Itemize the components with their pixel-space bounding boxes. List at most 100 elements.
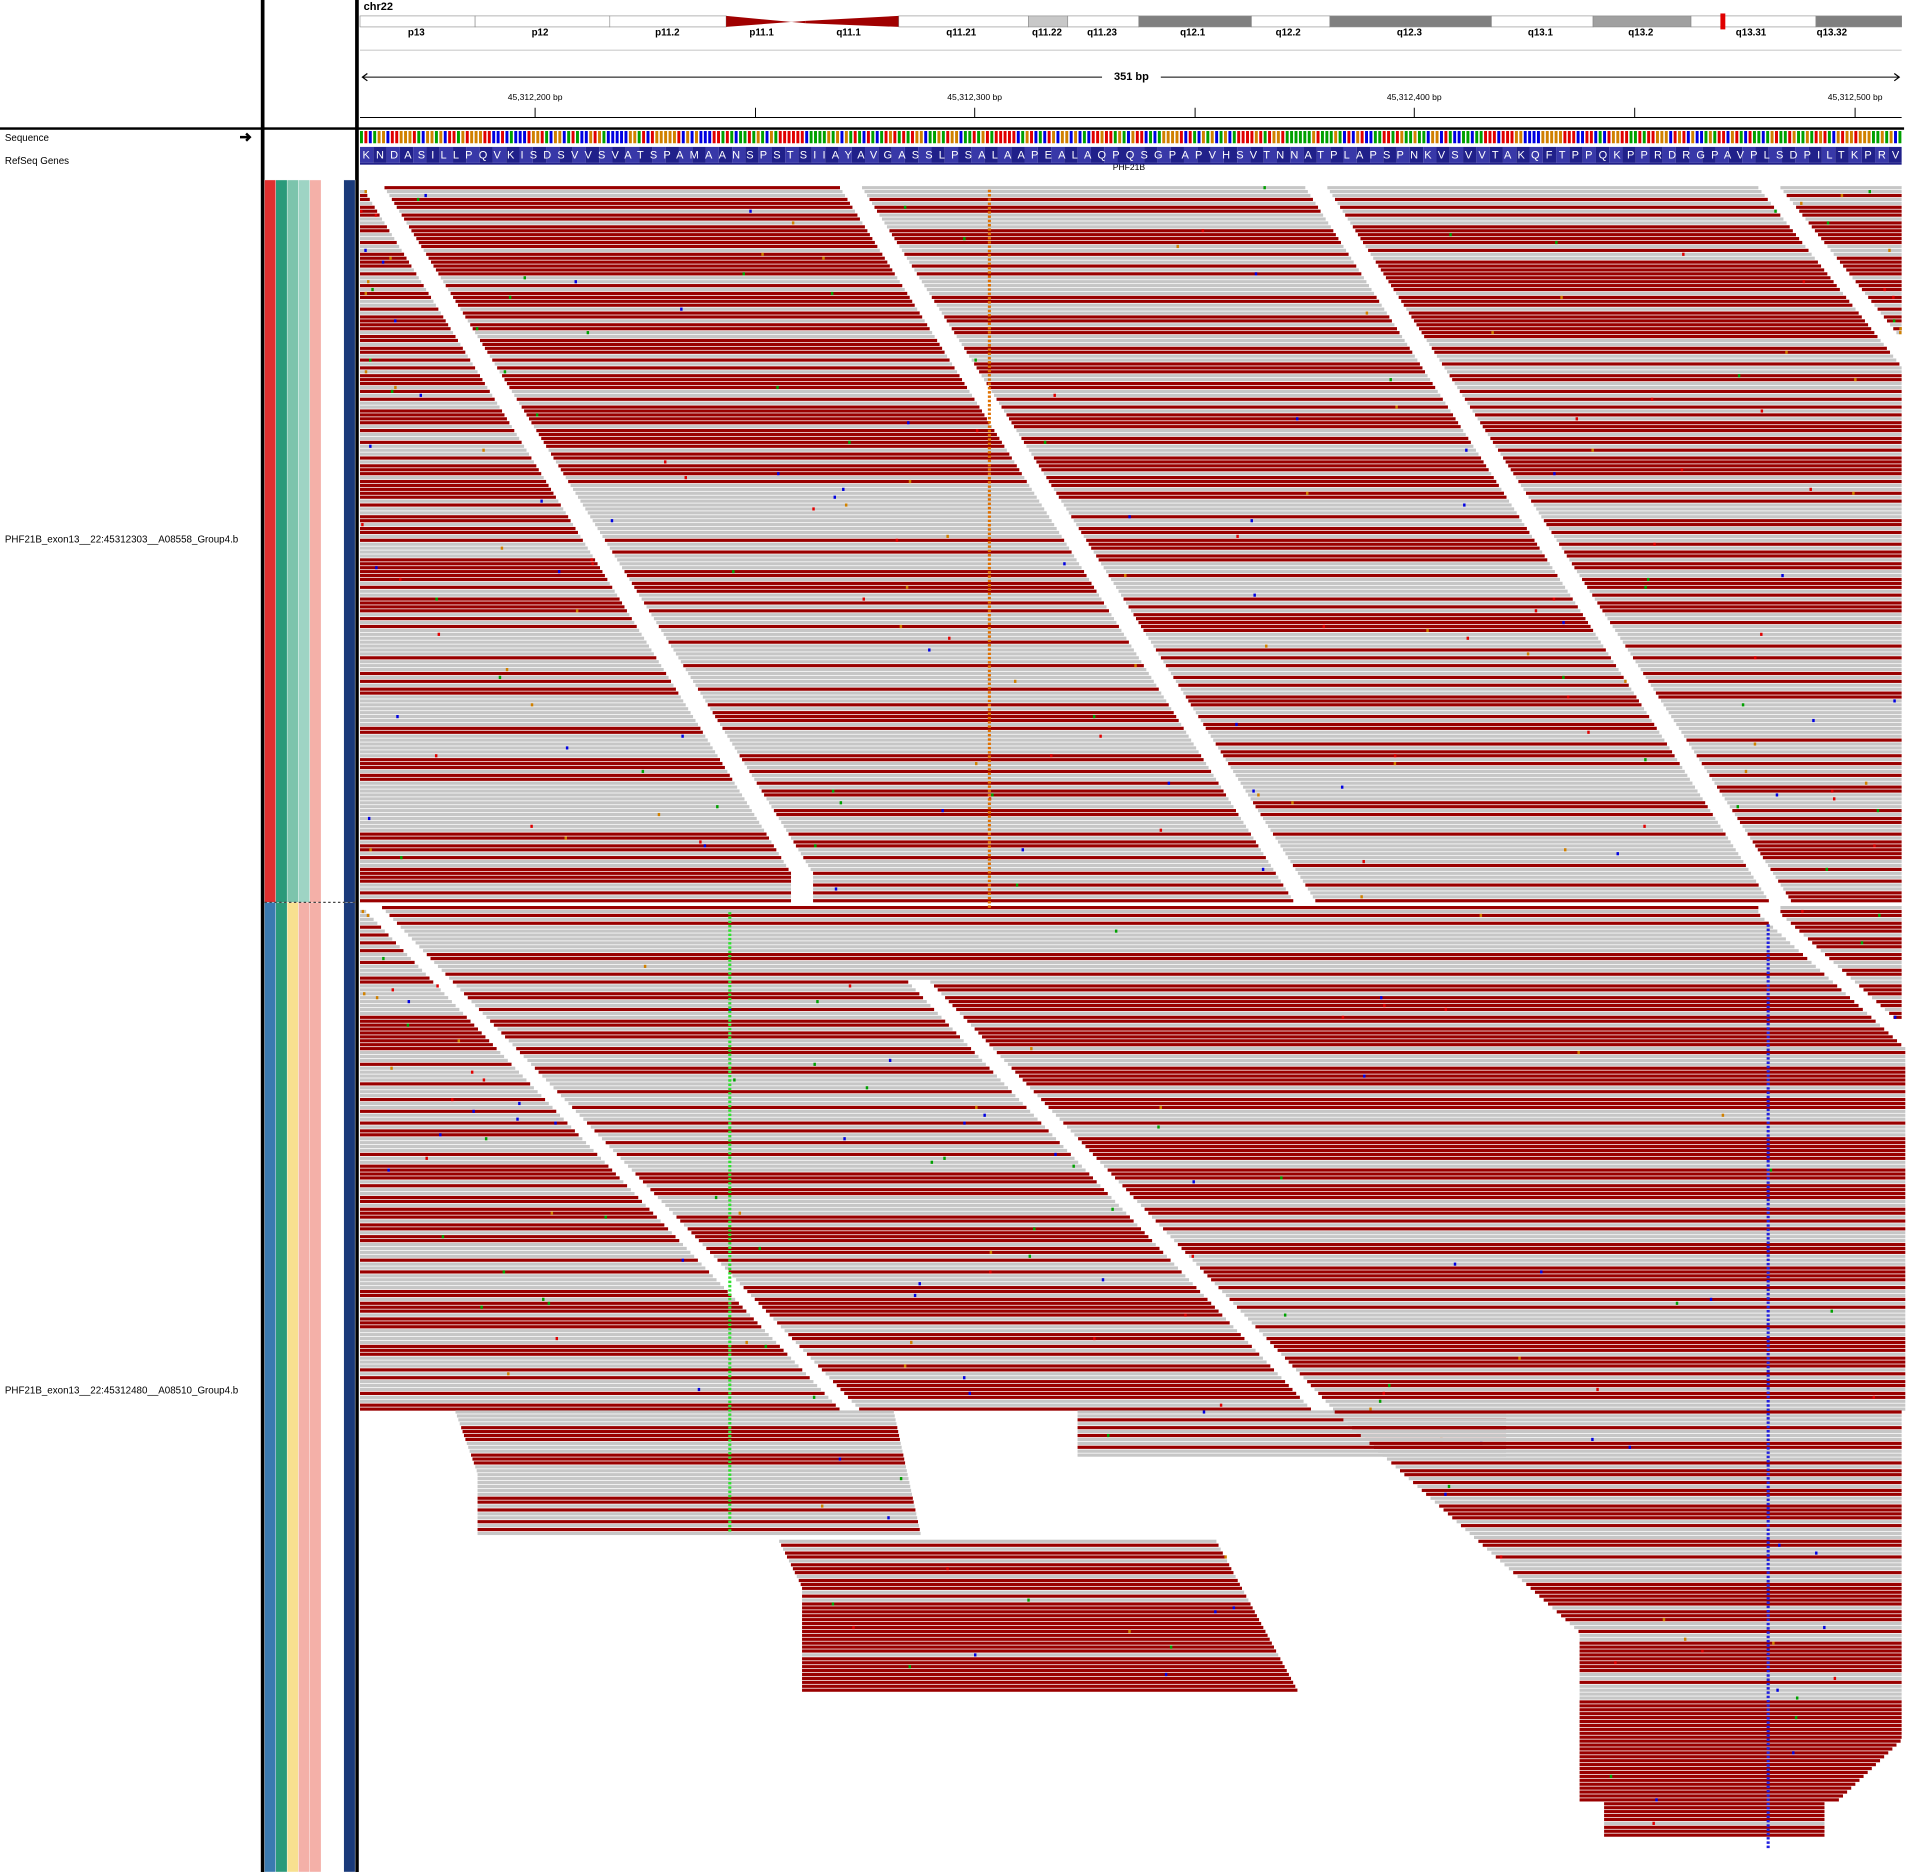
- base: [1254, 131, 1258, 144]
- base: [1514, 131, 1518, 144]
- read: [1842, 968, 1902, 972]
- codon: [1263, 146, 1278, 163]
- read: [1487, 432, 1902, 437]
- track-name[interactable]: RefSeq Genes: [5, 156, 69, 167]
- read: [360, 929, 385, 933]
- gene-name[interactable]: PHF21B: [1113, 162, 1146, 172]
- read: [1579, 1680, 1902, 1684]
- track-name[interactable]: PHF21B_exon13__22:45312303__A08558_Group…: [5, 535, 239, 546]
- base: [827, 131, 831, 144]
- base: [1422, 131, 1426, 144]
- mismatch: [1741, 703, 1745, 707]
- track-name[interactable]: Sequence: [5, 133, 49, 144]
- base: [443, 131, 447, 144]
- read: [1038, 464, 1487, 468]
- track-name[interactable]: PHF21B_exon13__22:45312480__A08510_Group…: [5, 1385, 239, 1396]
- read: [360, 609, 627, 613]
- base: [1805, 131, 1809, 144]
- codon: [1848, 146, 1862, 163]
- codon: [1662, 146, 1676, 163]
- amino-acids: KNDASILLPQVKISDSVVSVATSPAMAANSPSTSIIAYAV…: [362, 149, 1899, 161]
- read: [360, 1125, 572, 1129]
- read: [360, 393, 493, 397]
- read: [521, 405, 980, 409]
- base: [470, 131, 474, 144]
- read: [360, 440, 522, 444]
- read: [1579, 1704, 1902, 1708]
- base: [1351, 131, 1355, 144]
- read: [937, 988, 1842, 992]
- read: [1482, 425, 1902, 429]
- read: [1709, 773, 1902, 777]
- codon: [851, 146, 866, 163]
- base: [1492, 131, 1496, 144]
- read: [1133, 613, 1583, 617]
- read: [360, 225, 387, 229]
- chromosome[interactable]: chr22: [364, 1, 393, 13]
- read: [1107, 1168, 1906, 1172]
- base: [1157, 131, 1161, 144]
- mismatch: [557, 570, 561, 574]
- base: [990, 131, 994, 144]
- read: [360, 703, 686, 707]
- scrollbar[interactable]: [1904, 0, 1920, 1872]
- read: [546, 1078, 1001, 1082]
- read: [1469, 405, 1902, 409]
- strand-arrow[interactable]: [240, 132, 252, 142]
- read: [1459, 389, 1902, 394]
- mismatch: [1596, 1387, 1599, 1392]
- read: [360, 233, 392, 237]
- base: [999, 131, 1003, 144]
- read: [580, 499, 1040, 503]
- base: [1201, 131, 1205, 144]
- mismatch: [400, 856, 403, 860]
- read: [1185, 1250, 1906, 1254]
- mismatch: [540, 499, 543, 503]
- read: [360, 976, 430, 980]
- base: [1823, 131, 1827, 144]
- base: [1448, 131, 1452, 144]
- read: [360, 691, 679, 695]
- read: [1579, 1669, 1902, 1673]
- codon: [798, 146, 812, 163]
- read: [1893, 327, 1902, 331]
- read: [437, 964, 1816, 968]
- base: [518, 131, 522, 144]
- mismatch: [475, 327, 479, 331]
- read: [553, 1086, 1009, 1090]
- mismatch: [451, 1097, 454, 1102]
- read: [360, 397, 495, 401]
- mismatch: [555, 1336, 559, 1341]
- read: [1170, 671, 1622, 676]
- read: [1884, 1007, 1902, 1012]
- read: [448, 287, 905, 292]
- cytoband-label: q13.31: [1736, 28, 1767, 39]
- mismatch: [498, 675, 502, 680]
- mismatch: [1744, 769, 1748, 774]
- read: [754, 1297, 1208, 1301]
- base: [1290, 131, 1294, 144]
- read: [1487, 1547, 1902, 1551]
- read: [1492, 440, 1902, 444]
- mismatch: [1099, 734, 1102, 738]
- base: [1060, 131, 1064, 144]
- base: [1572, 131, 1576, 144]
- base: [426, 131, 430, 144]
- codon: [1436, 146, 1450, 163]
- cytoband: [1251, 15, 1331, 28]
- read: [1215, 742, 1667, 746]
- base: [1567, 131, 1571, 144]
- read: [1579, 1770, 1868, 1775]
- codon: [665, 146, 679, 163]
- read: [360, 252, 405, 256]
- read: [443, 280, 900, 284]
- read: [360, 1387, 821, 1392]
- read: [1363, 240, 1803, 245]
- read: [502, 374, 960, 378]
- codon: [1835, 146, 1849, 163]
- read: [360, 773, 730, 777]
- mismatch: [1591, 448, 1594, 452]
- base: [386, 131, 390, 144]
- base: [1417, 131, 1421, 144]
- read: [360, 1180, 624, 1184]
